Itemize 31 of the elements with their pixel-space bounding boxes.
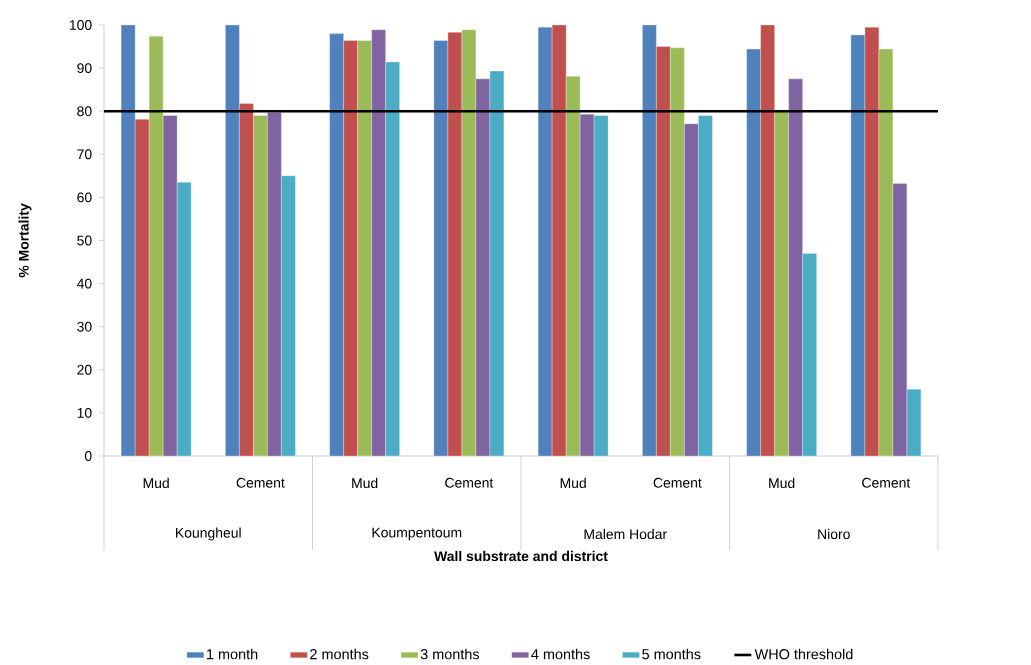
x-tick-label: Cement (236, 477, 285, 488)
text: Koumpentoum (372, 527, 462, 541)
y-tick-label: 90 (77, 63, 92, 74)
x-axis-title: Wall substrate and district (434, 550, 608, 562)
x-tick-label: Mud (769, 477, 795, 489)
y-tick-label: 80 (77, 106, 92, 117)
y-tick-label: 70 (77, 149, 92, 160)
y-tick-label: 30 (77, 321, 92, 332)
legend-label: 2 months (310, 648, 369, 660)
y-tick-label: 50 (77, 235, 92, 246)
legend-label: 4 months (531, 648, 590, 660)
y-tick-label: 60 (77, 192, 92, 203)
x-tick-label: Mud (143, 477, 169, 489)
y-tick-label: 100 (69, 20, 92, 30)
legend-label: 5 months (642, 648, 701, 660)
x-tick-label: Mud (560, 477, 586, 489)
legend-label: 3 months (420, 648, 480, 660)
y-tick-label: 20 (77, 364, 92, 375)
x-tick-label: Mud (352, 477, 378, 489)
legend-label: 1 month (207, 648, 258, 660)
y-axis-title: % Mortality (18, 203, 32, 278)
y-tick-label: 0 (84, 451, 92, 461)
text: Nioro (818, 528, 850, 540)
y-tick-label: 10 (77, 407, 92, 418)
x-tick-label: Cement (862, 477, 911, 488)
text: Malem Hodar (584, 528, 667, 540)
legend-label: WHO threshold (754, 648, 853, 660)
text: Koungheul (176, 527, 241, 541)
x-tick-label: Cement (445, 477, 494, 488)
x-tick-label: Cement (653, 477, 702, 488)
y-tick-label: 40 (76, 278, 92, 289)
